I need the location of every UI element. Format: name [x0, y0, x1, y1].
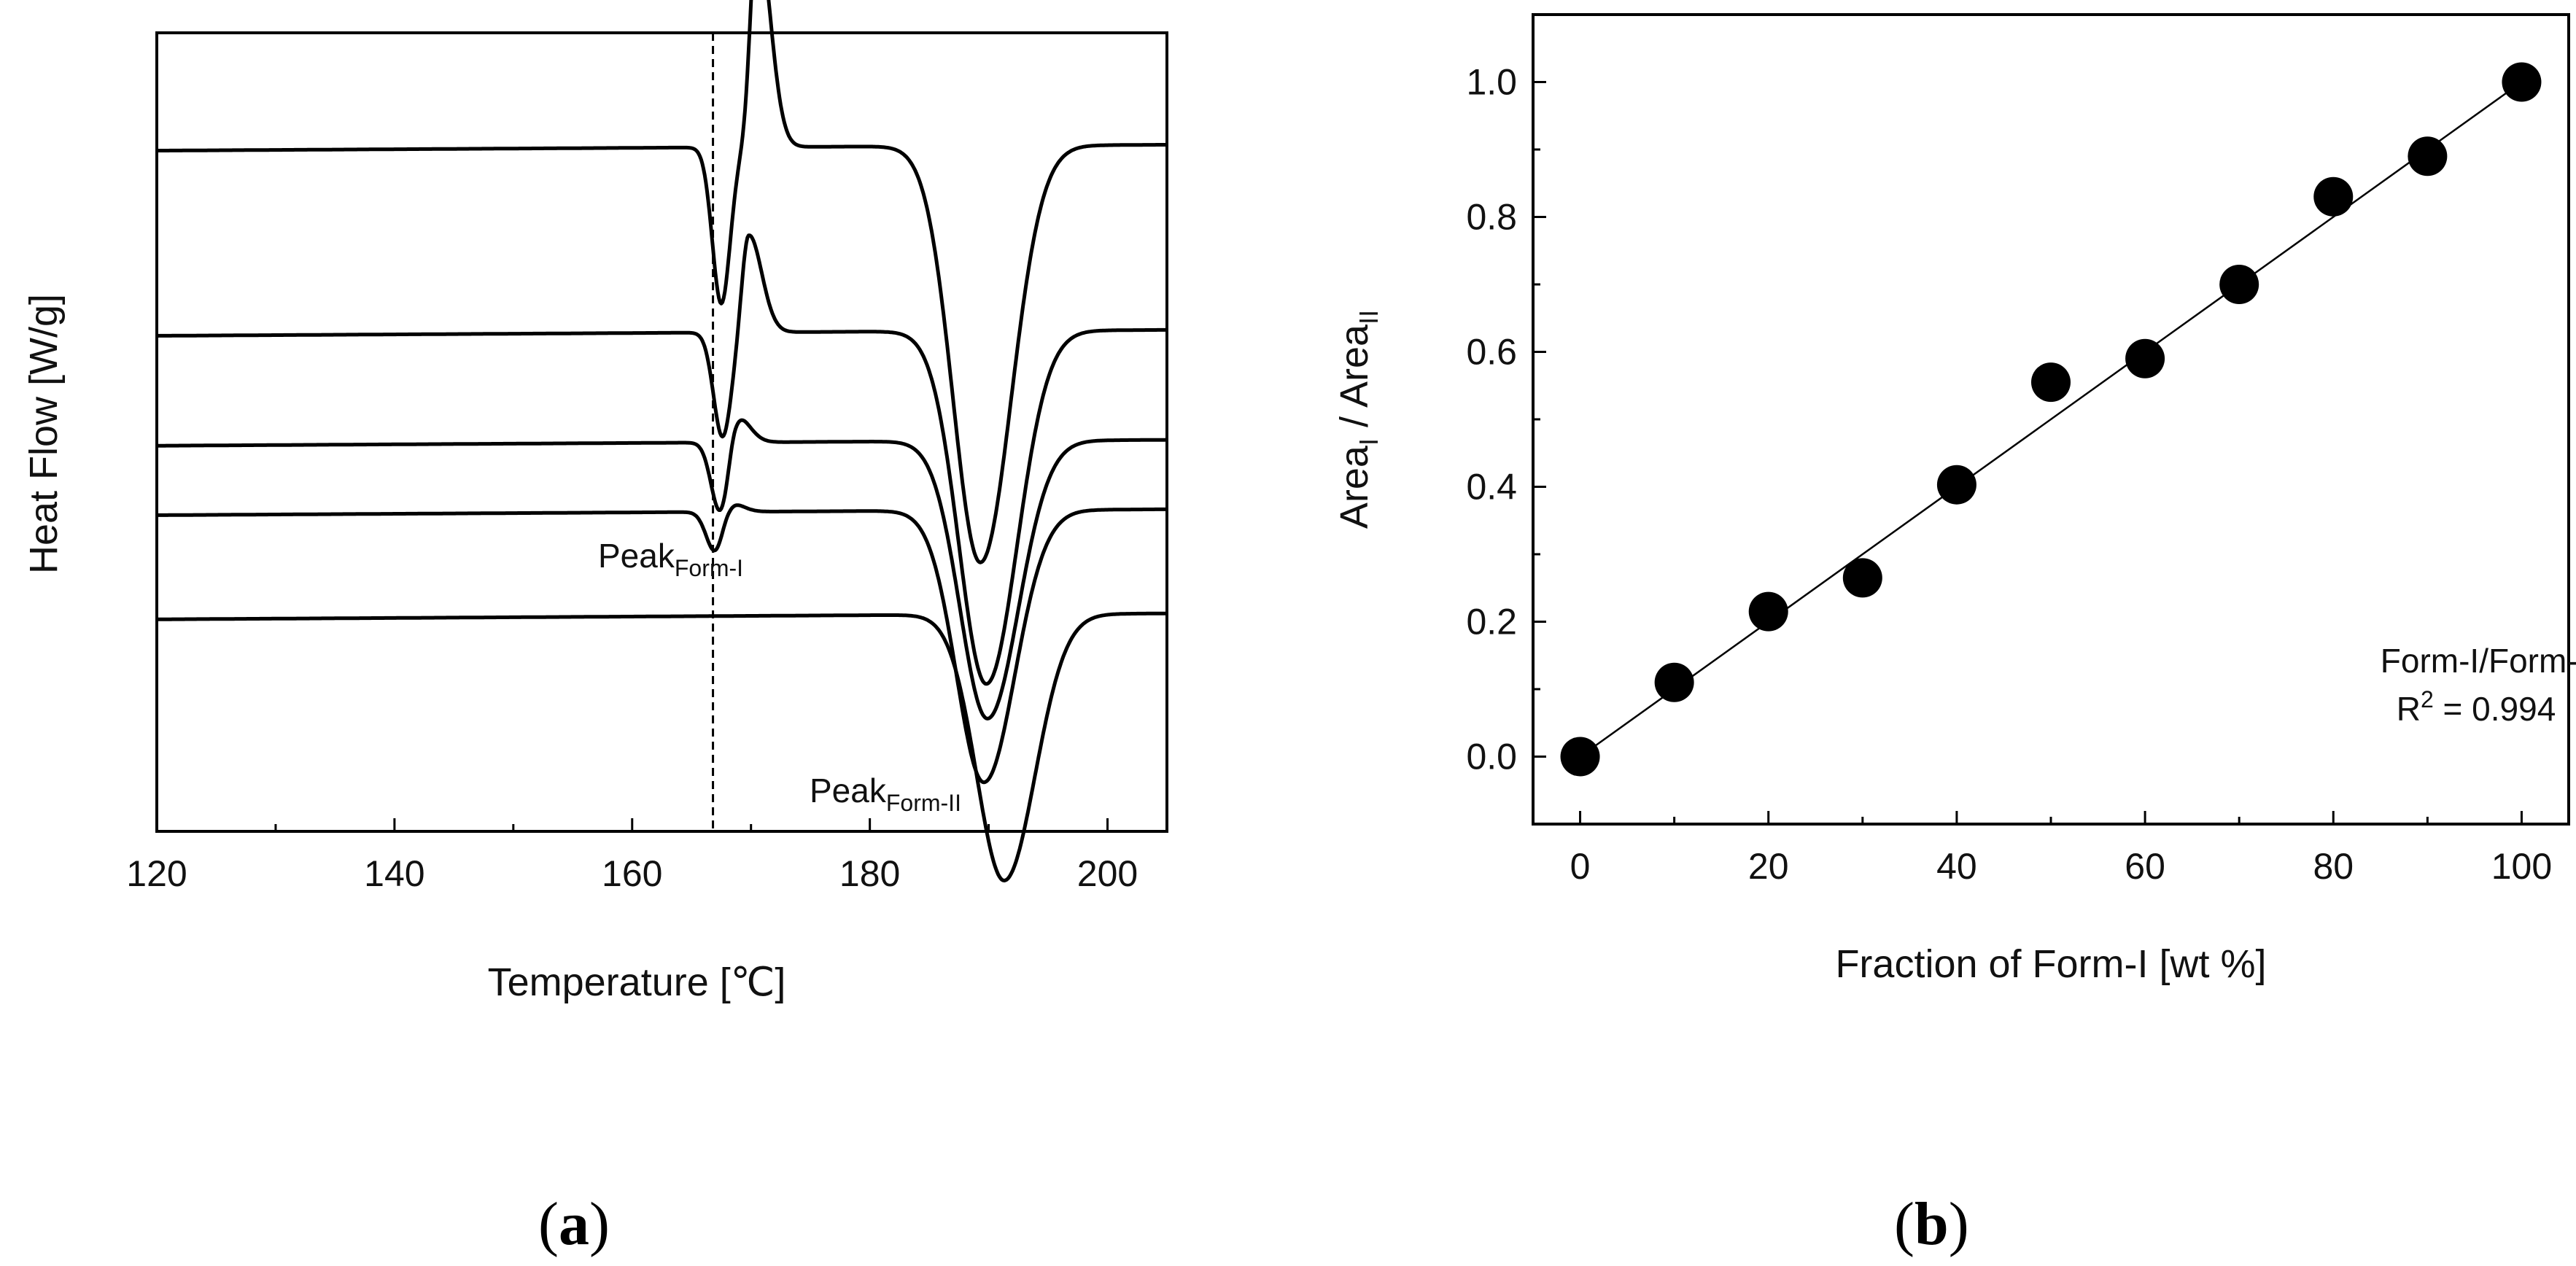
panel-b-x-tick-label: 60 — [2125, 846, 2165, 887]
panel-b-x-tick-label: 20 — [1748, 846, 1789, 887]
panel-b-point — [2502, 62, 2542, 102]
panel-b-legend-line1: Form-I/Form-II — [2381, 642, 2576, 680]
panel-b-point — [1842, 558, 1882, 598]
panel-b-y-tick-label: 0.4 — [1466, 467, 1517, 508]
panel-a-x-ticks: 120 140 160 180 200 — [126, 818, 1138, 894]
panel-b-y-axis-label: AreaI / AreaII — [1332, 310, 1384, 529]
panel-b: 0 20 40 60 80 100 0.0 0.2 0.4 0.6 0.8 1.0 Form-I/Fo… — [1332, 13, 2576, 986]
panel-b-y-tick-label: 0.0 — [1466, 737, 1517, 777]
panel-a-x-tick-label: 160 — [602, 853, 662, 894]
panel-b-x-tick-label: 40 — [1936, 846, 1977, 887]
panel-a-x-tick-label: 140 — [364, 853, 424, 894]
panel-b-point — [2125, 338, 2165, 378]
panel-a-trace-2 — [156, 233, 1168, 686]
panel-a-frame — [155, 31, 1168, 833]
panel-a-trace-3 — [156, 418, 1168, 721]
panel-b-x-tick-label: 80 — [2313, 846, 2354, 887]
panel-b-points — [1560, 62, 2542, 777]
panel-a-x-tick-label: 180 — [839, 853, 900, 894]
panel-b-y-tick-label: 0.2 — [1466, 602, 1517, 642]
panel-a: 120 140 160 180 200 PeakForm-I PeakForm-II T… — [22, 0, 1168, 1004]
panel-b-point — [1654, 662, 1694, 702]
panel-b-x-tick-label: 100 — [2491, 846, 2552, 887]
panel-a-x-axis-label: Temperature [℃] — [488, 960, 786, 1004]
panel-b-point — [2031, 362, 2071, 403]
panel-a-trace-5 — [156, 611, 1168, 882]
panel-a-trace-4 — [156, 503, 1168, 785]
panel-b-point — [2408, 136, 2448, 176]
panel-b-ticks: 0 20 40 60 80 100 0.0 0.2 0.4 0.6 0.8 1.0 — [1466, 13, 2552, 887]
panel-b-x-tick-label: 0 — [1570, 846, 1591, 887]
panel-b-point — [1560, 737, 1600, 777]
caption-a: (a) — [538, 1190, 610, 1258]
caption-b: (b) — [1894, 1190, 1969, 1258]
panel-b-y-tick-label: 0.8 — [1466, 197, 1517, 238]
panel-b-point — [1936, 465, 1976, 505]
panel-a-y-axis-label: Heat Flow [W/g] — [22, 294, 66, 574]
panel-b-point — [1748, 591, 1788, 632]
panel-a-annotation-peak-form-ii: PeakForm-II — [810, 772, 961, 816]
panel-b-point — [2313, 176, 2354, 217]
panel-b-point — [2219, 265, 2259, 304]
panel-a-x-tick-label: 200 — [1077, 853, 1138, 894]
panel-b-legend-line2: R2 = 0.994 — [2397, 686, 2556, 728]
panel-a-trace-1 — [156, 0, 1168, 564]
panel-b-fit-line — [1579, 81, 2523, 758]
panel-a-traces — [156, 0, 1168, 882]
panel-b-y-tick-label: 1.0 — [1466, 62, 1517, 103]
panel-a-annotation-peak-form-i: PeakForm-I — [598, 537, 743, 581]
panel-b-x-axis-label: Fraction of Form-I [wt %] — [1835, 942, 2266, 986]
panel-a-x-tick-label: 120 — [126, 853, 187, 894]
panel-b-y-tick-label: 0.6 — [1466, 332, 1517, 373]
